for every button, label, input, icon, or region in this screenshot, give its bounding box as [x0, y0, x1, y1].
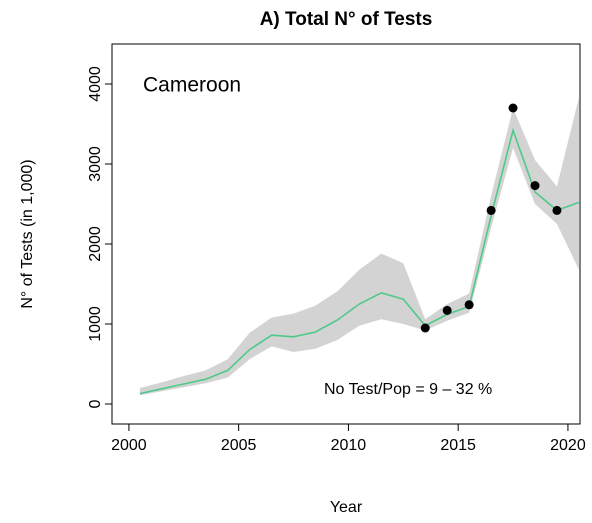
ratio-annotation: No Test/Pop = 9 – 32 %: [324, 381, 492, 398]
x-tick-label: 2005: [221, 437, 257, 454]
data-point: [420, 323, 430, 333]
x-tick-label: 2010: [331, 437, 367, 454]
data-point: [508, 103, 518, 113]
data-point: [486, 205, 496, 215]
y-axis-label: N° of Tests (in 1,000): [19, 159, 36, 308]
data-point: [530, 181, 540, 191]
y-tick-label: 3000: [87, 146, 104, 182]
data-point: [552, 205, 562, 215]
y-tick-label: 1000: [87, 306, 104, 342]
y-tick-label: 0: [87, 399, 104, 408]
x-axis-label: Year: [330, 499, 363, 516]
data-point: [464, 300, 474, 310]
data-point: [442, 305, 452, 315]
x-tick-label: 2020: [550, 437, 586, 454]
y-tick-label: 2000: [87, 226, 104, 262]
chart-title: A) Total N° of Tests: [260, 9, 433, 30]
y-tick-label: 4000: [87, 66, 104, 102]
country-label: Cameroon: [143, 74, 241, 97]
x-tick-label: 2015: [440, 437, 476, 454]
uncertainty-band: [139, 97, 579, 396]
plot-frame: [111, 43, 581, 425]
trend-line: [139, 127, 580, 395]
x-tick-label: 2000: [111, 437, 147, 454]
